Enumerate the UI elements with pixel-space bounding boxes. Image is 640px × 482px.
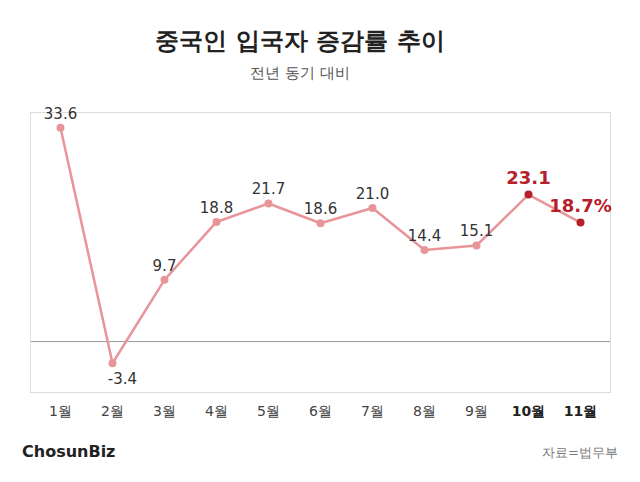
svg-text:21.0: 21.0 (356, 185, 389, 203)
svg-text:3월: 3월 (153, 403, 176, 419)
svg-text:11월: 11월 (564, 403, 597, 419)
svg-text:8월: 8월 (413, 403, 436, 419)
svg-text:23.1: 23.1 (506, 167, 550, 188)
svg-text:18.8: 18.8 (200, 199, 233, 217)
html-text:자료=법무부: 자료=법무부 (542, 445, 618, 460)
svg-text:18.6: 18.6 (304, 200, 337, 218)
svg-text:9.7: 9.7 (153, 257, 177, 275)
svg-text:9월: 9월 (465, 403, 488, 419)
svg-text:1월: 1월 (49, 403, 72, 419)
svg-text:2월: 2월 (101, 403, 124, 419)
svg-text:4월: 4월 (205, 403, 228, 419)
html-text:중국인 입국자 증감률 추이: 중국인 입국자 증감률 추이 (155, 27, 445, 55)
html-text:ChosunBiz: ChosunBiz (22, 442, 116, 461)
svg-text:7월: 7월 (361, 403, 384, 419)
svg-text:14.4: 14.4 (408, 227, 441, 245)
svg-text:10월: 10월 (512, 403, 545, 419)
svg-text:15.1: 15.1 (460, 222, 493, 240)
html-text:전년 동기 대비: 전년 동기 대비 (250, 64, 350, 82)
svg-text:6월: 6월 (309, 403, 332, 419)
svg-text:5월: 5월 (257, 403, 280, 419)
svg-text:18.7%: 18.7% (549, 195, 611, 216)
svg-text:33.6: 33.6 (44, 105, 77, 123)
svg-text:-3.4: -3.4 (108, 370, 137, 388)
svg-text:21.7: 21.7 (252, 180, 285, 198)
